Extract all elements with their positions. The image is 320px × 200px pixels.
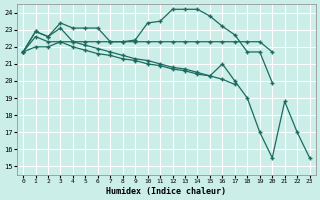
X-axis label: Humidex (Indice chaleur): Humidex (Indice chaleur) (106, 187, 226, 196)
